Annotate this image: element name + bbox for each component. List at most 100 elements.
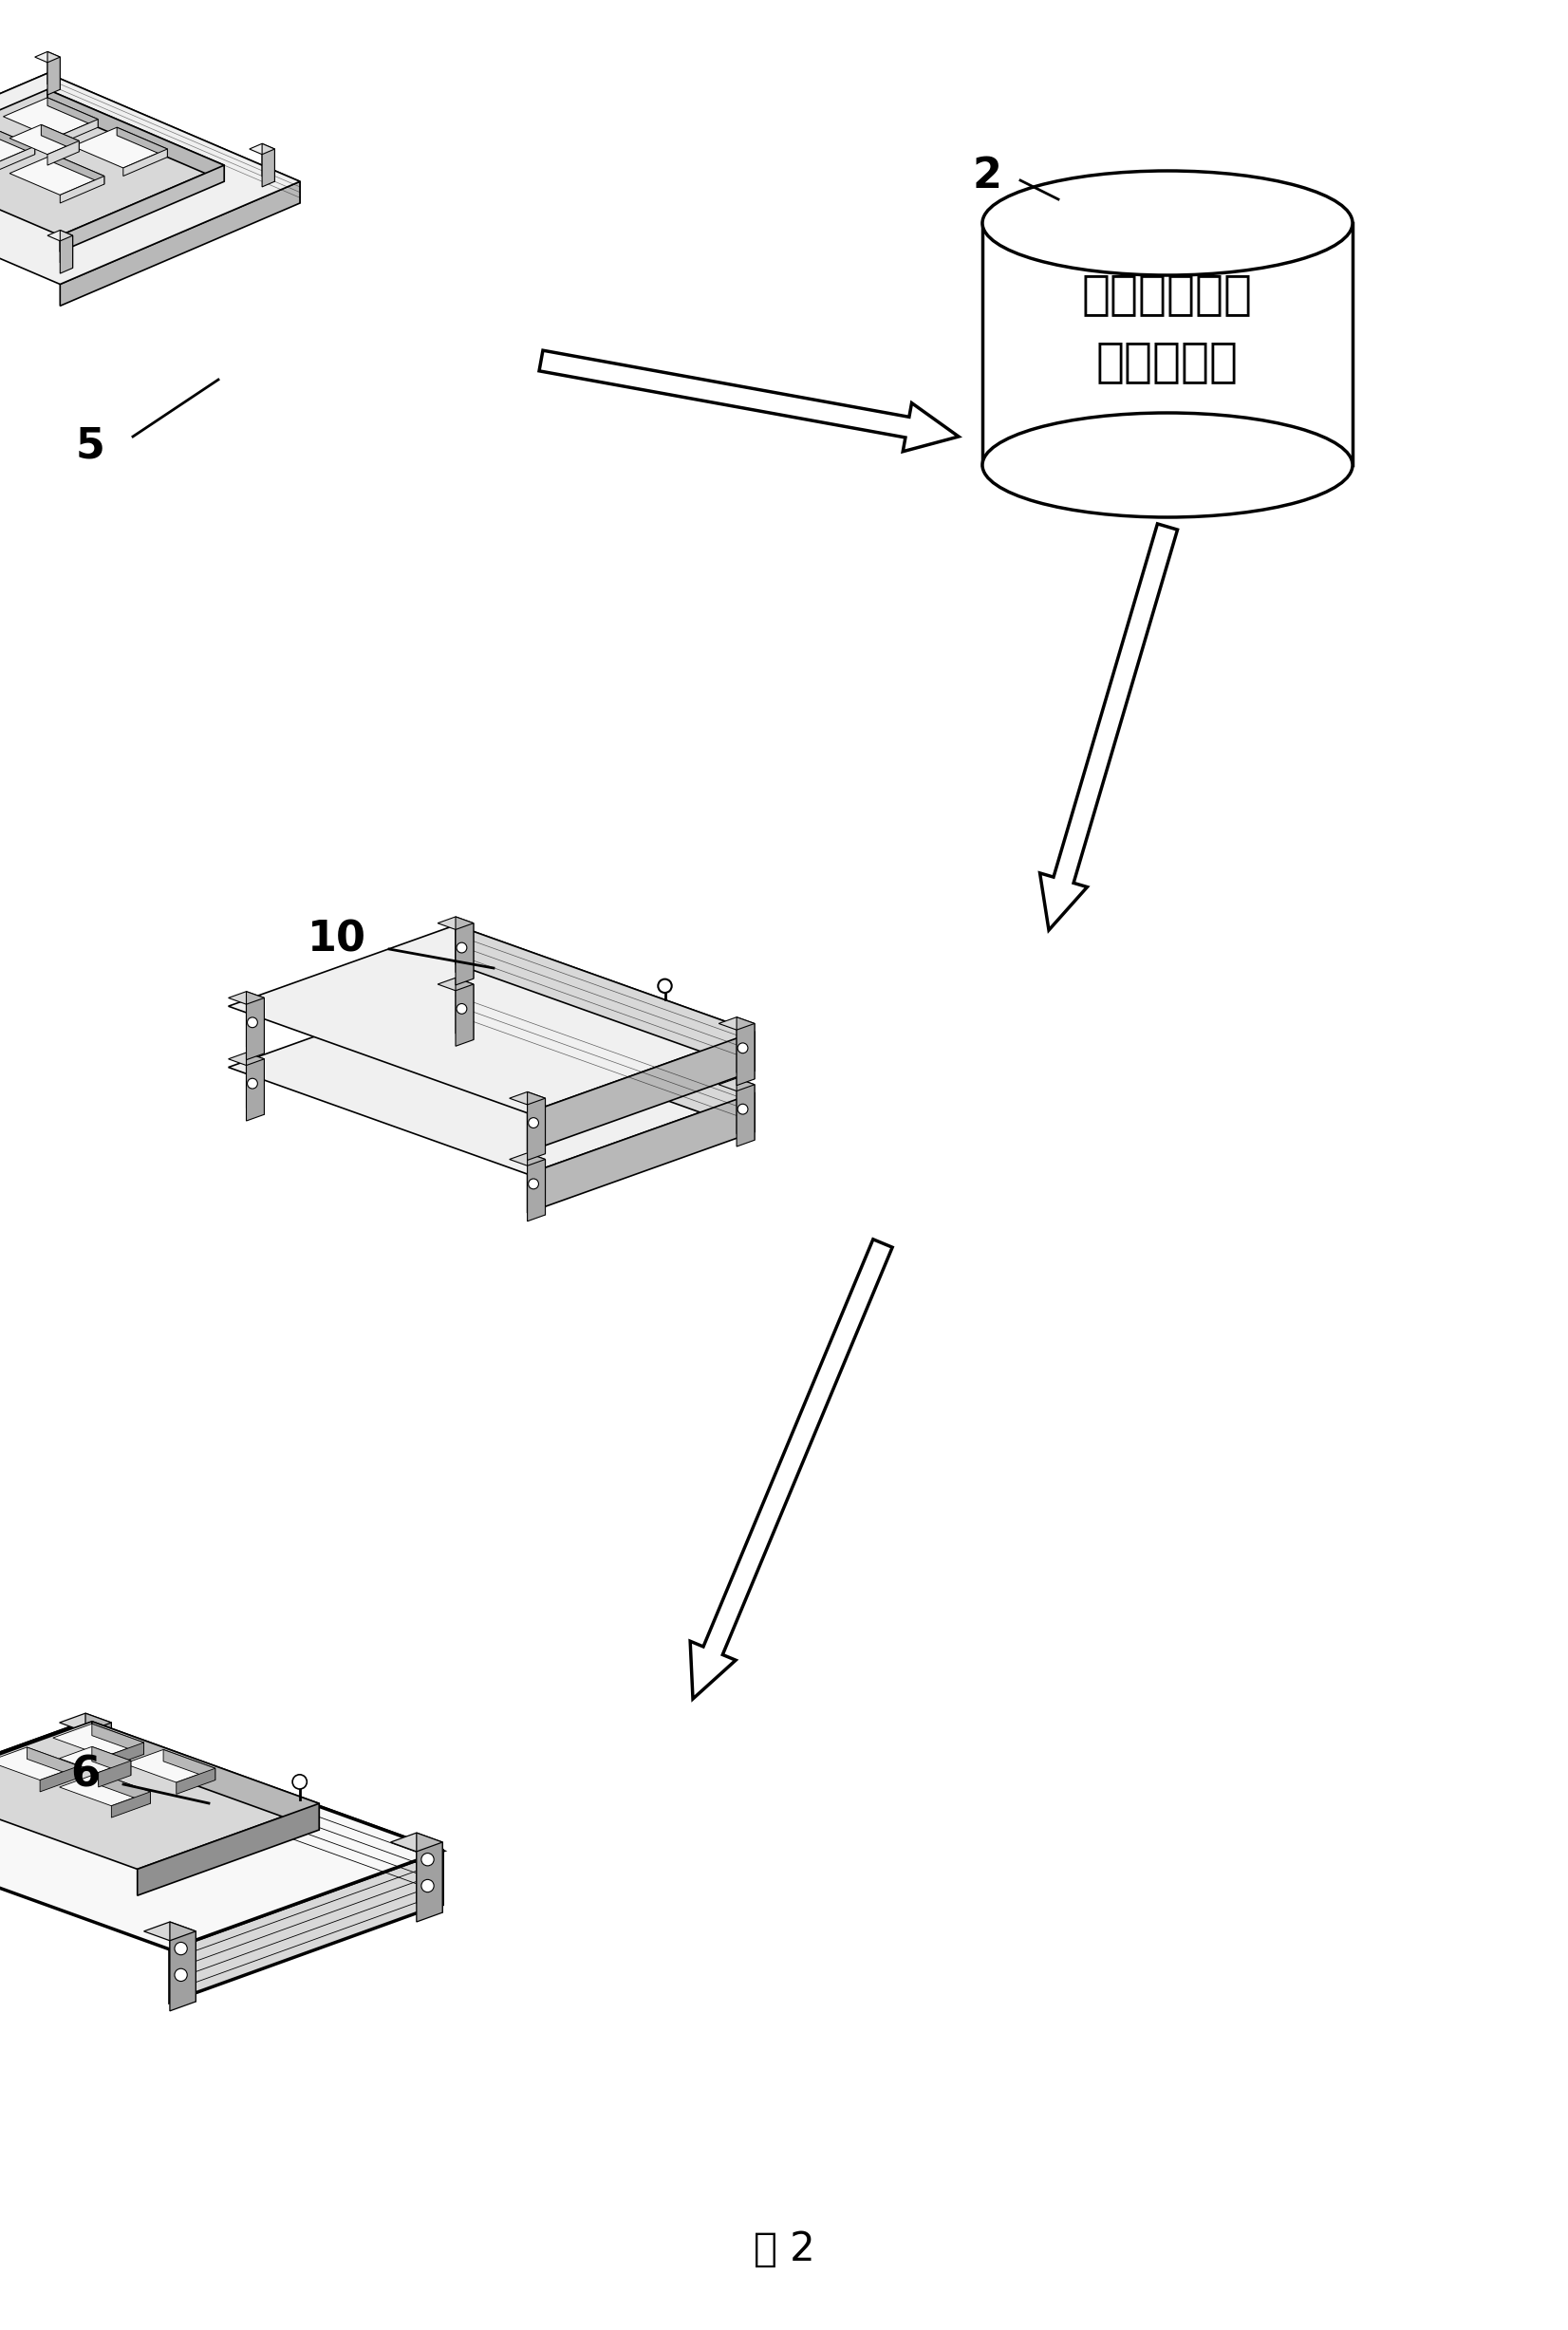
Polygon shape [47, 72, 299, 203]
Polygon shape [262, 144, 274, 182]
Polygon shape [60, 182, 299, 305]
Polygon shape [118, 128, 168, 156]
Polygon shape [737, 1018, 754, 1079]
Polygon shape [262, 149, 274, 186]
Polygon shape [456, 986, 754, 1132]
Polygon shape [34, 51, 60, 63]
Polygon shape [60, 165, 224, 252]
Polygon shape [60, 1748, 130, 1773]
Polygon shape [390, 1834, 442, 1852]
Polygon shape [27, 1748, 78, 1778]
Polygon shape [527, 1153, 546, 1214]
Polygon shape [737, 1023, 754, 1086]
Polygon shape [246, 1796, 273, 1817]
Polygon shape [249, 144, 274, 154]
Polygon shape [456, 979, 474, 1039]
Circle shape [91, 1759, 103, 1773]
Text: 框架模板库: 框架模板库 [1096, 340, 1239, 384]
Polygon shape [0, 72, 47, 198]
Polygon shape [138, 1803, 320, 1897]
Circle shape [422, 1852, 434, 1866]
Circle shape [456, 1004, 467, 1014]
Polygon shape [737, 1083, 754, 1146]
Polygon shape [246, 997, 265, 1060]
Polygon shape [105, 1743, 144, 1768]
Polygon shape [690, 1240, 892, 1699]
Circle shape [659, 979, 671, 993]
Circle shape [174, 1943, 187, 1955]
Polygon shape [3, 98, 97, 137]
Polygon shape [93, 1748, 130, 1775]
Polygon shape [60, 1713, 111, 1731]
Polygon shape [456, 983, 474, 1046]
Polygon shape [72, 128, 168, 168]
Polygon shape [417, 1843, 442, 1922]
Polygon shape [41, 126, 78, 151]
Polygon shape [0, 72, 299, 284]
Circle shape [422, 1880, 434, 1892]
Polygon shape [85, 1722, 442, 1904]
Circle shape [528, 1179, 538, 1188]
Polygon shape [0, 147, 34, 172]
Circle shape [528, 1118, 538, 1128]
Polygon shape [737, 1079, 754, 1139]
Polygon shape [9, 154, 103, 196]
Polygon shape [229, 925, 754, 1114]
Polygon shape [47, 89, 224, 182]
Circle shape [91, 1734, 103, 1745]
Polygon shape [0, 126, 34, 165]
Polygon shape [0, 1722, 320, 1869]
Polygon shape [527, 1093, 546, 1153]
Circle shape [248, 1018, 257, 1028]
Polygon shape [527, 1160, 546, 1221]
Circle shape [456, 944, 467, 953]
Circle shape [737, 1044, 748, 1053]
Polygon shape [53, 1724, 144, 1757]
Polygon shape [456, 916, 474, 979]
Polygon shape [39, 1766, 78, 1792]
Polygon shape [176, 1768, 215, 1794]
Polygon shape [527, 1032, 754, 1151]
Text: 2: 2 [972, 156, 1002, 196]
Polygon shape [47, 140, 78, 165]
Polygon shape [60, 231, 72, 268]
Polygon shape [47, 98, 97, 128]
Polygon shape [1040, 524, 1178, 930]
Text: 通用模具结构: 通用模具结构 [1082, 273, 1253, 317]
Polygon shape [47, 231, 72, 240]
Polygon shape [124, 1750, 215, 1782]
Polygon shape [246, 1053, 265, 1114]
Polygon shape [246, 993, 265, 1053]
Polygon shape [456, 923, 474, 986]
Polygon shape [229, 993, 265, 1004]
Polygon shape [99, 1761, 130, 1787]
Circle shape [293, 1775, 307, 1789]
Polygon shape [510, 1093, 546, 1104]
Polygon shape [0, 1722, 85, 1873]
Polygon shape [510, 1153, 546, 1165]
Polygon shape [93, 1724, 144, 1754]
Polygon shape [437, 979, 474, 990]
Polygon shape [53, 119, 97, 147]
Polygon shape [539, 350, 958, 452]
Polygon shape [0, 126, 34, 154]
Polygon shape [527, 1097, 546, 1160]
Polygon shape [93, 1722, 320, 1829]
Polygon shape [437, 916, 474, 930]
Circle shape [174, 1969, 187, 1980]
Text: 10: 10 [307, 920, 367, 960]
Text: 6: 6 [71, 1754, 100, 1794]
Polygon shape [718, 1018, 754, 1030]
Polygon shape [456, 925, 754, 1072]
Polygon shape [60, 177, 103, 203]
Polygon shape [718, 1079, 754, 1090]
Bar [983, 224, 1353, 466]
Polygon shape [9, 126, 78, 154]
Circle shape [737, 1104, 748, 1114]
Text: 图 2: 图 2 [753, 2230, 815, 2269]
Polygon shape [169, 1922, 196, 2001]
Polygon shape [527, 1093, 754, 1214]
Polygon shape [124, 149, 168, 177]
Polygon shape [0, 1748, 78, 1780]
Text: 5: 5 [75, 426, 105, 466]
